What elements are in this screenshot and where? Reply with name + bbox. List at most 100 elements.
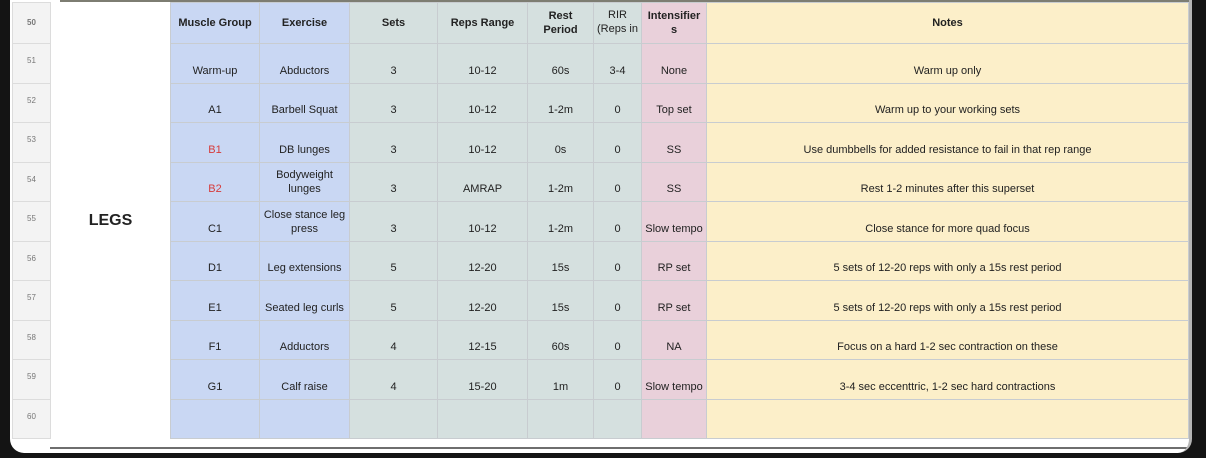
notes-cell[interactable]: Warm up only	[706, 43, 1189, 84]
intensifier-cell[interactable]: None	[641, 43, 707, 84]
header-sets[interactable]: Sets	[349, 2, 438, 44]
reps-cell[interactable]: 12-15	[437, 319, 528, 360]
sets-cell[interactable]	[349, 398, 438, 439]
intensifier-cell[interactable]	[641, 398, 707, 439]
row-number[interactable]: 51	[12, 43, 51, 84]
muscle-group-cell[interactable]: F1	[170, 319, 260, 360]
muscle-group-cell[interactable]: A1	[170, 82, 260, 123]
exercise-cell[interactable]: Barbell Squat	[259, 82, 350, 123]
reps-cell[interactable]: 10-12	[437, 201, 528, 242]
reps-cell[interactable]	[437, 398, 528, 439]
exercise-cell[interactable]: Bodyweight lunges	[259, 161, 350, 202]
reps-cell[interactable]: 10-12	[437, 122, 528, 163]
muscle-group-cell[interactable]: Warm-up	[170, 43, 260, 84]
row-number[interactable]: 56	[12, 240, 51, 281]
intensifier-cell[interactable]: SS	[641, 122, 707, 163]
row-number[interactable]: 52	[12, 82, 51, 123]
reps-cell[interactable]: AMRAP	[437, 161, 528, 202]
rir-cell[interactable]: 0	[593, 280, 642, 321]
rest-cell[interactable]: 15s	[527, 280, 594, 321]
section-label-cell[interactable]: LEGS	[50, 2, 171, 439]
header-rest-period[interactable]: Rest Period	[527, 2, 594, 44]
intensifier-cell[interactable]: RP set	[641, 280, 707, 321]
row-number[interactable]: 58	[12, 319, 51, 360]
intensifier-cell[interactable]: Top set	[641, 82, 707, 123]
rest-cell[interactable]: 1m	[527, 359, 594, 400]
intensifier-cell[interactable]: NA	[641, 319, 707, 360]
rest-cell[interactable]: 60s	[527, 43, 594, 84]
muscle-group-cell[interactable]: D1	[170, 240, 260, 281]
intensifier-cell[interactable]: SS	[641, 161, 707, 202]
header-reps-range[interactable]: Reps Range	[437, 2, 528, 44]
rir-cell[interactable]: 0	[593, 161, 642, 202]
sets-cell[interactable]: 4	[349, 319, 438, 360]
rest-cell[interactable]: 1-2m	[527, 161, 594, 202]
header-muscle-group[interactable]: Muscle Group	[170, 2, 260, 44]
row-number[interactable]: 50	[12, 2, 51, 44]
notes-cell[interactable]: Use dumbbells for added resistance to fa…	[706, 122, 1189, 163]
exercise-cell[interactable]: Seated leg curls	[259, 280, 350, 321]
exercise-cell[interactable]: Leg extensions	[259, 240, 350, 281]
rir-cell[interactable]: 0	[593, 359, 642, 400]
rir-cell[interactable]	[593, 398, 642, 439]
row-number[interactable]: 57	[12, 280, 51, 321]
notes-cell[interactable]: Close stance for more quad focus	[706, 201, 1189, 242]
row-number[interactable]: 59	[12, 359, 51, 400]
header-notes[interactable]: Notes	[706, 2, 1189, 44]
intensifier-cell[interactable]: RP set	[641, 240, 707, 281]
header-exercise[interactable]: Exercise	[259, 2, 350, 44]
exercise-cell[interactable]: Close stance leg press	[259, 201, 350, 242]
notes-cell[interactable]: Rest 1-2 minutes after this superset	[706, 161, 1189, 202]
notes-cell[interactable]: 5 sets of 12-20 reps with only a 15s res…	[706, 240, 1189, 281]
rest-cell[interactable]: 0s	[527, 122, 594, 163]
muscle-group-cell[interactable]: B2	[170, 161, 260, 202]
sets-cell[interactable]: 3	[349, 82, 438, 123]
sets-cell[interactable]: 5	[349, 240, 438, 281]
exercise-cell[interactable]	[259, 398, 350, 439]
row-number[interactable]: 60	[12, 398, 51, 439]
sets-cell[interactable]: 5	[349, 280, 438, 321]
sets-cell[interactable]: 3	[349, 161, 438, 202]
intensifier-cell[interactable]: Slow tempo	[641, 359, 707, 400]
rir-cell[interactable]: 0	[593, 82, 642, 123]
row-number[interactable]: 53	[12, 122, 51, 163]
rir-cell[interactable]: 0	[593, 122, 642, 163]
rest-cell[interactable]: 1-2m	[527, 82, 594, 123]
sets-cell[interactable]: 3	[349, 201, 438, 242]
sets-cell[interactable]: 3	[349, 122, 438, 163]
notes-cell[interactable]: 3-4 sec eccenttric, 1-2 sec hard contrac…	[706, 359, 1189, 400]
rest-cell[interactable]: 60s	[527, 319, 594, 360]
exercise-cell[interactable]: Abductors	[259, 43, 350, 84]
reps-cell[interactable]: 10-12	[437, 43, 528, 84]
muscle-group-cell[interactable]: G1	[170, 359, 260, 400]
rest-cell[interactable]	[527, 398, 594, 439]
muscle-group-cell[interactable]: B1	[170, 122, 260, 163]
notes-cell[interactable]: Focus on a hard 1-2 sec contraction on t…	[706, 319, 1189, 360]
rir-cell[interactable]: 0	[593, 240, 642, 281]
intensifier-cell[interactable]: Slow tempo	[641, 201, 707, 242]
reps-cell[interactable]: 15-20	[437, 359, 528, 400]
notes-cell[interactable]	[706, 398, 1189, 439]
reps-cell[interactable]: 12-20	[437, 280, 528, 321]
notes-cell[interactable]: 5 sets of 12-20 reps with only a 15s res…	[706, 280, 1189, 321]
row-number[interactable]: 54	[12, 161, 51, 202]
rest-cell[interactable]: 1-2m	[527, 201, 594, 242]
sets-cell[interactable]: 4	[349, 359, 438, 400]
header-rir[interactable]: RIR (Reps in	[593, 2, 642, 44]
exercise-cell[interactable]: DB lunges	[259, 122, 350, 163]
row-number[interactable]: 55	[12, 201, 51, 242]
reps-cell[interactable]: 12-20	[437, 240, 528, 281]
header-intensifiers[interactable]: Intensifier s	[641, 2, 707, 44]
rest-cell[interactable]: 15s	[527, 240, 594, 281]
exercise-cell[interactable]: Adductors	[259, 319, 350, 360]
muscle-group-cell[interactable]: E1	[170, 280, 260, 321]
exercise-cell[interactable]: Calf raise	[259, 359, 350, 400]
rir-cell[interactable]: 0	[593, 201, 642, 242]
muscle-group-cell[interactable]: C1	[170, 201, 260, 242]
muscle-group-cell[interactable]	[170, 398, 260, 439]
notes-cell[interactable]: Warm up to your working sets	[706, 82, 1189, 123]
rir-cell[interactable]: 0	[593, 319, 642, 360]
sets-cell[interactable]: 3	[349, 43, 438, 84]
rir-cell[interactable]: 3-4	[593, 43, 642, 84]
reps-cell[interactable]: 10-12	[437, 82, 528, 123]
